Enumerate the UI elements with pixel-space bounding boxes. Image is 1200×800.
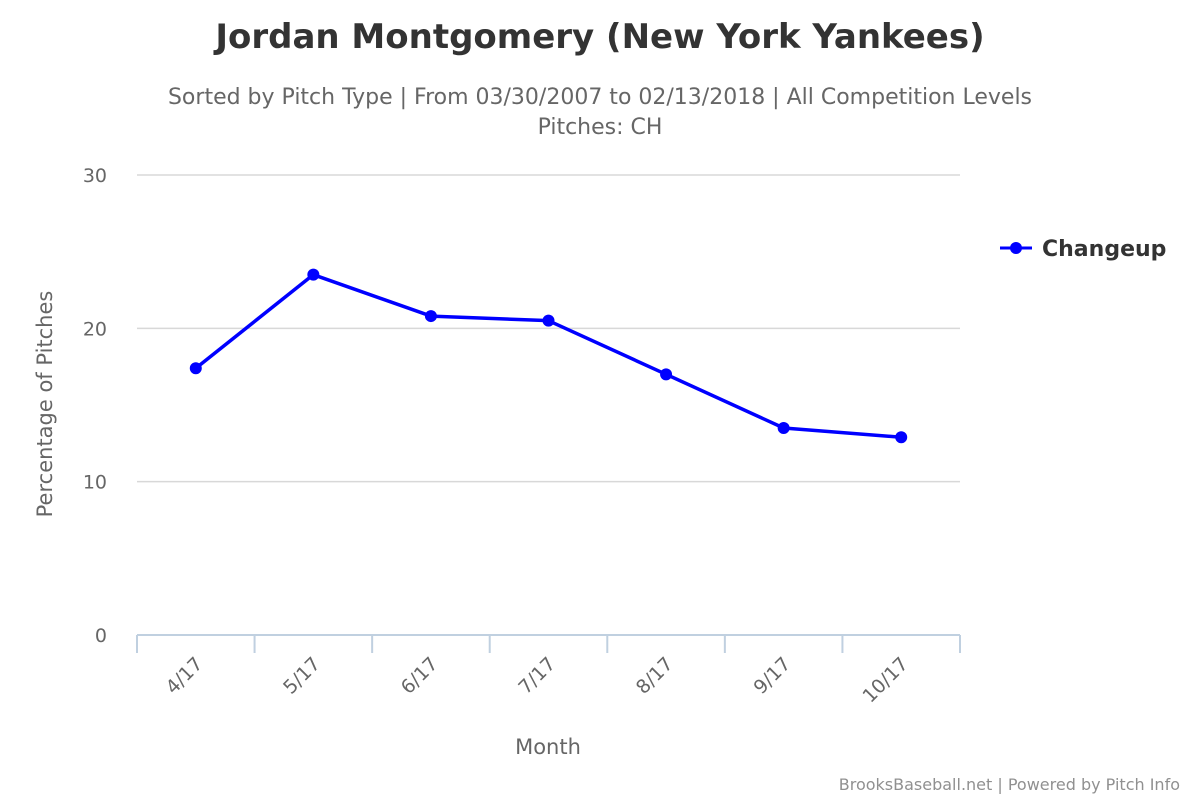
x-axis-ticks: 4/17 5/17 6/17 7/17 8/17 9/17 10/17: [162, 653, 913, 707]
y-tick-label: 0: [95, 625, 107, 647]
x-tick-label: 7/17: [514, 653, 560, 699]
x-tick-label: 6/17: [397, 653, 443, 699]
series-line-changeup: [194, 272, 902, 439]
y-axis-ticks: 0 10 20 30: [83, 165, 107, 647]
legend[interactable]: Changeup: [1000, 237, 1166, 262]
grid-lines: [137, 174, 960, 483]
data-point[interactable]: [542, 314, 555, 327]
data-point[interactable]: [307, 268, 320, 281]
x-axis: [136, 634, 961, 653]
data-point[interactable]: [424, 310, 437, 323]
chart-credits[interactable]: BrooksBaseball.net | Powered by Pitch In…: [839, 775, 1180, 794]
y-axis-title: Percentage of Pitches: [33, 291, 57, 518]
legend-marker: [1010, 242, 1022, 254]
y-tick-label: 30: [83, 165, 107, 187]
chart-subtitle: Sorted by Pitch Type | From 03/30/2007 t…: [168, 85, 1032, 110]
data-point[interactable]: [777, 422, 790, 434]
x-tick-label: 10/17: [858, 653, 912, 707]
data-point[interactable]: [895, 431, 908, 444]
series-group: [189, 268, 908, 444]
legend-label-changeup[interactable]: Changeup: [1042, 237, 1166, 262]
x-tick-label: 9/17: [749, 653, 795, 699]
chart-subtitle-pitches: Pitches: CH: [538, 115, 663, 140]
y-tick-label: 20: [83, 318, 107, 340]
chart-title: Jordan Montgomery (New York Yankees): [213, 17, 984, 57]
x-tick-label: 4/17: [162, 653, 208, 699]
y-tick-label: 10: [83, 472, 107, 494]
data-point[interactable]: [660, 368, 673, 381]
x-tick-label: 5/17: [279, 653, 325, 699]
x-axis-title: Month: [515, 735, 581, 759]
data-point[interactable]: [189, 362, 202, 375]
x-tick-label: 8/17: [632, 653, 678, 699]
